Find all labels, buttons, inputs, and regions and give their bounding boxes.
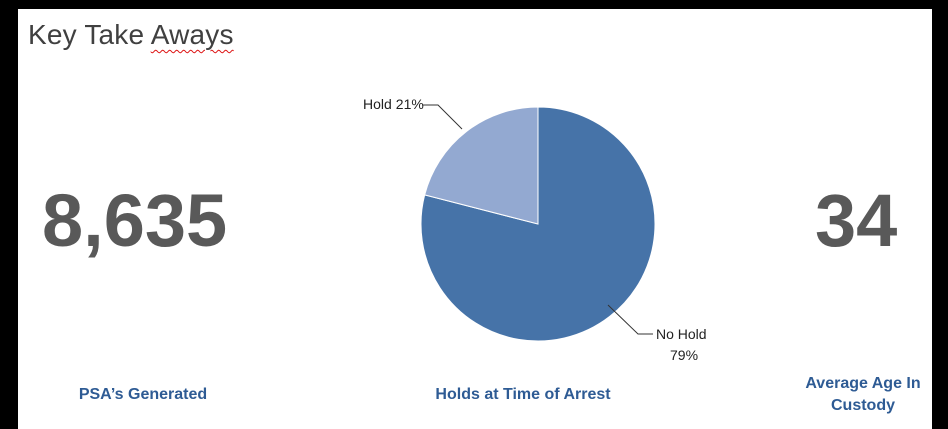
pie-leader-hold	[422, 104, 463, 130]
pie-label-hold: Hold 21%	[363, 96, 424, 112]
pie-label-hold-value: 21%	[396, 96, 424, 112]
slide: Key Take Aways 8,635 PSA’s Generated Hol…	[18, 9, 932, 429]
pie-slices	[420, 106, 656, 342]
title-text: Key Take	[28, 19, 151, 50]
pie-label-hold-name: Hold	[363, 96, 392, 112]
slide-title: Key Take Aways	[28, 19, 234, 51]
average-age-caption-line1: Average Age In	[805, 375, 921, 392]
pie-labels: Hold 21% No Hold 79%	[363, 96, 707, 363]
average-age-value: 34	[815, 179, 898, 262]
holds-pie-chart: Hold 21% No Hold 79%	[363, 96, 707, 363]
psa-count-value: 8,635	[42, 179, 228, 262]
holds-caption: Holds at Time of Arrest	[435, 386, 611, 403]
psa-caption: PSA’s Generated	[78, 386, 208, 403]
pie-slice-hold	[424, 106, 539, 225]
pie-leader-no-hold	[607, 304, 653, 335]
pie-label-no-hold-name: No Hold	[656, 326, 707, 342]
average-age-caption-line2: Custody	[831, 397, 895, 414]
title-text-spellcheck: Aways	[150, 19, 234, 50]
pie-label-no-hold-value: 79%	[670, 347, 698, 363]
average-age-caption: Average Age In Custody	[788, 373, 938, 417]
